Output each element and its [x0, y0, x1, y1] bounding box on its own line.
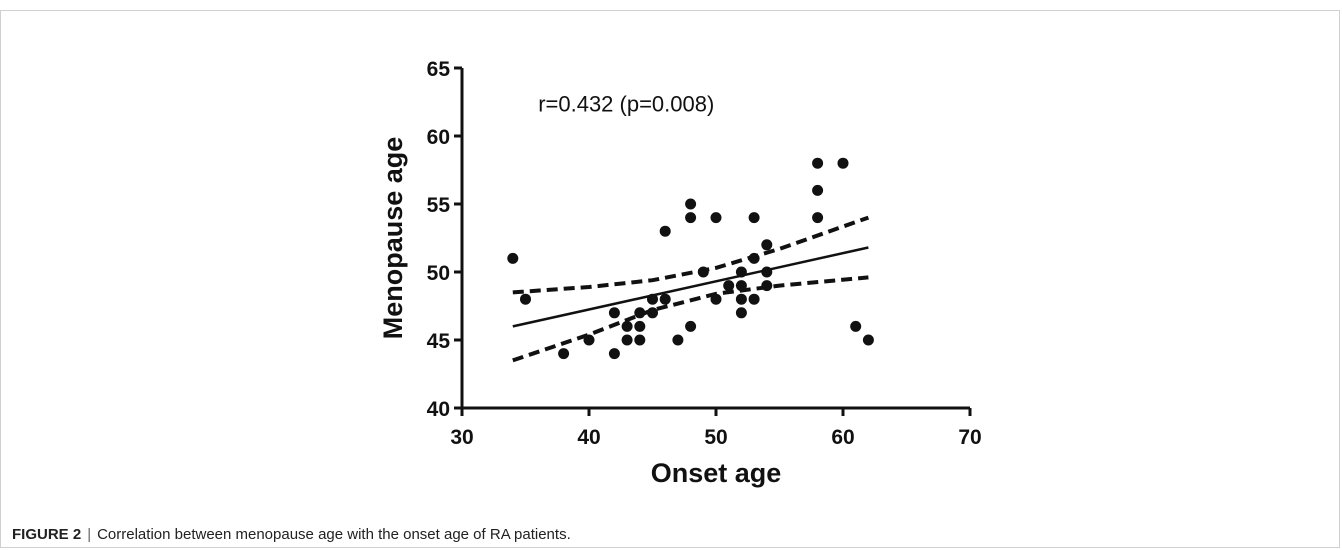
y-tick-label: 65	[427, 58, 451, 81]
data-point	[659, 225, 671, 237]
correlation-annotation: r=0.432 (p=0.008)	[538, 92, 714, 117]
x-tick-label: 60	[831, 426, 854, 449]
data-point	[748, 293, 760, 305]
y-axis-title: Menopause age	[378, 137, 408, 340]
x-tick-label: 30	[450, 426, 473, 449]
x-tick-label: 70	[958, 426, 981, 449]
y-tick-label: 50	[427, 262, 450, 285]
data-point	[621, 320, 633, 332]
data-point	[735, 293, 747, 305]
y-tick-label: 55	[427, 194, 451, 217]
data-point	[812, 184, 824, 196]
data-point	[812, 157, 824, 169]
data-point	[621, 334, 633, 346]
figure-caption: FIGURE 2 | Correlation between menopause a…	[12, 526, 571, 543]
y-tick-label: 40	[427, 398, 450, 421]
data-point	[520, 293, 531, 305]
data-point	[735, 307, 747, 319]
data-point	[647, 293, 658, 305]
data-point	[710, 293, 722, 305]
data-point	[685, 198, 697, 210]
data-point	[507, 252, 519, 264]
confidence-band-lower	[512, 275, 869, 363]
data-point	[634, 307, 646, 319]
x-tick-label: 50	[704, 426, 727, 449]
data-point	[558, 348, 570, 360]
data-point	[710, 212, 722, 224]
data-point	[735, 280, 747, 292]
figure-frame	[0, 10, 1340, 548]
x-tick-label: 40	[577, 426, 600, 449]
y-tick-label: 60	[427, 126, 450, 149]
data-point	[647, 307, 658, 319]
confidence-band-upper	[512, 215, 870, 295]
data-point	[850, 320, 862, 332]
data-point	[748, 252, 760, 264]
data-point	[723, 280, 735, 292]
data-point	[608, 307, 620, 319]
data-point	[748, 212, 760, 224]
data-point	[634, 320, 646, 332]
data-point	[837, 157, 849, 169]
data-point	[862, 334, 874, 346]
data-points	[507, 157, 874, 360]
regression-line	[512, 246, 869, 328]
data-point	[735, 266, 747, 278]
caption-label: FIGURE 2	[12, 526, 82, 543]
data-point	[812, 212, 824, 224]
data-point	[761, 266, 773, 278]
fit-lines	[512, 215, 870, 363]
data-point	[583, 334, 595, 346]
x-axis-title: Onset age	[651, 458, 782, 488]
y-tick-label: 45	[427, 330, 451, 353]
data-point	[761, 280, 773, 292]
caption-text: Correlation between menopause age with t…	[97, 526, 571, 543]
data-point	[608, 348, 620, 360]
data-point	[634, 334, 646, 346]
data-point	[672, 334, 684, 346]
data-point	[659, 293, 671, 305]
data-point	[685, 320, 697, 332]
caption-separator: |	[87, 526, 92, 543]
data-point	[697, 266, 709, 278]
data-point	[761, 239, 773, 251]
data-point	[685, 212, 697, 224]
